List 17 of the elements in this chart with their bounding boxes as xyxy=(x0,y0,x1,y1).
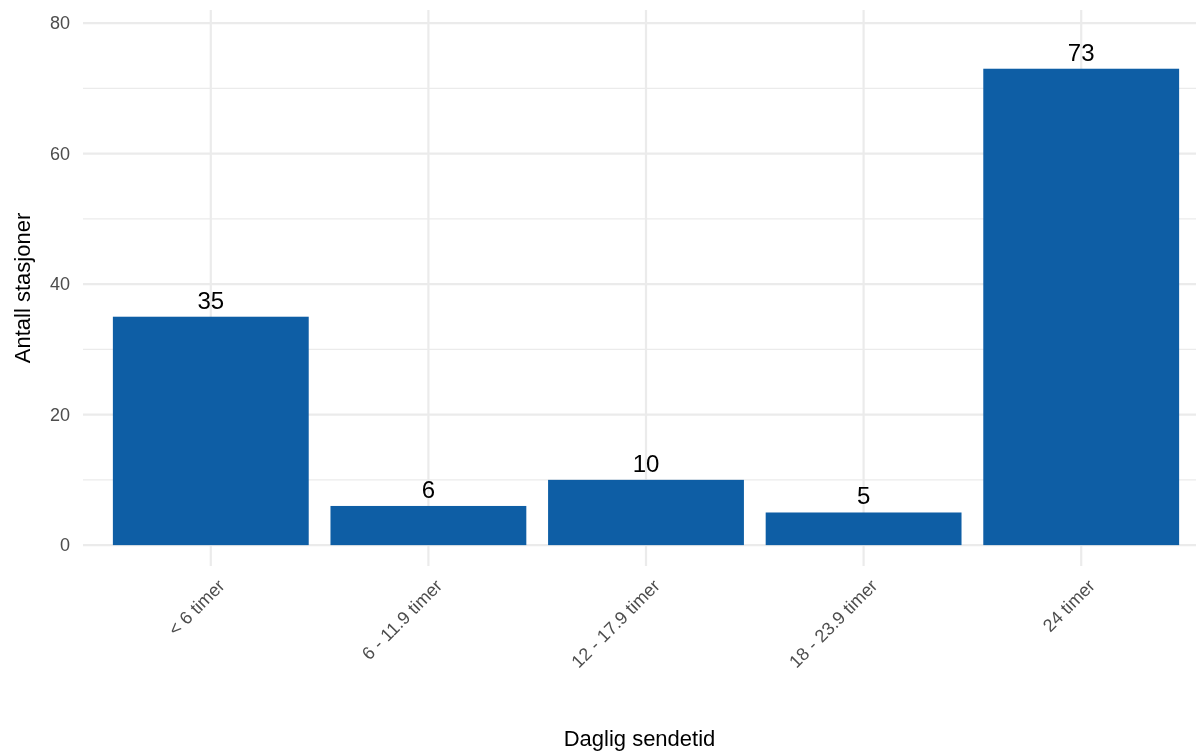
y-tick-label: 20 xyxy=(49,404,70,425)
y-tick-label: 40 xyxy=(49,274,70,295)
bar xyxy=(548,479,744,546)
bar xyxy=(112,316,309,546)
data-label: 35 xyxy=(197,286,225,314)
x-axis-title: Daglig sendetid xyxy=(563,726,716,751)
bar xyxy=(330,505,527,546)
y-tick-label: 0 xyxy=(59,535,70,556)
data-label: 5 xyxy=(856,482,871,510)
y-axis-title: Antall stasjoner xyxy=(10,212,35,364)
data-label: 10 xyxy=(632,449,660,477)
bar xyxy=(765,512,962,546)
bar xyxy=(983,68,1180,546)
data-label: 73 xyxy=(1067,38,1095,66)
y-tick-label: 60 xyxy=(49,143,70,164)
y-tick-label: 80 xyxy=(49,13,70,34)
data-label: 6 xyxy=(421,475,436,503)
